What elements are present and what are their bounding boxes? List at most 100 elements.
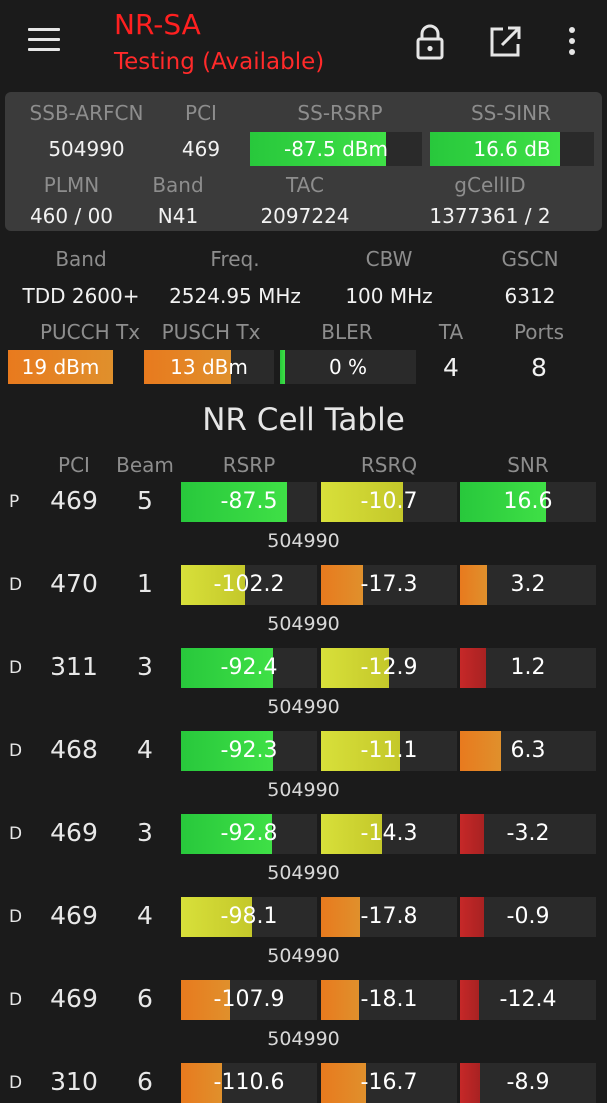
- cell-rsrq-value: -11.1: [360, 738, 418, 763]
- cell-beam: 3: [137, 818, 153, 847]
- cell-pci: 469: [50, 901, 98, 930]
- cell-type: D: [9, 907, 23, 927]
- cell-snr-value: -3.2: [506, 821, 550, 846]
- more-vert-icon[interactable]: [562, 24, 582, 60]
- pci-value: 469: [181, 137, 221, 161]
- pusch-fill: [144, 350, 232, 384]
- cell-type: P: [9, 492, 20, 512]
- plmn-label: PLMN: [43, 173, 100, 197]
- cell-rsrq-value: -17.8: [360, 904, 418, 929]
- cell-snr-bar: 3.2: [460, 565, 596, 605]
- cell-rsrp-fill: [181, 980, 230, 1020]
- cell-beam: 1: [137, 569, 153, 598]
- cell-rsrq-fill: [321, 648, 389, 688]
- ta-value: 4: [443, 353, 459, 382]
- cell-snr-bar: 1.2: [460, 648, 596, 688]
- freq-label: Freq.: [210, 247, 260, 271]
- cell-rsrq-bar: -12.9: [321, 648, 457, 688]
- cell-rsrp-bar: -98.1: [181, 897, 317, 937]
- cell-snr-fill: [460, 814, 485, 854]
- cell-arfcn: 504990: [267, 530, 340, 552]
- bler-label: BLER: [321, 320, 373, 344]
- cell-rsrq-fill: [321, 980, 360, 1020]
- cell-snr-bar: -3.2: [460, 814, 596, 854]
- app-title: NR-SA: [114, 8, 201, 41]
- pusch-bar: 13 dBm: [144, 350, 274, 384]
- cell-beam: 3: [137, 652, 153, 681]
- lock-icon[interactable]: [413, 24, 447, 60]
- cell-pci: 469: [50, 486, 98, 515]
- cell-snr-bar: -0.9: [460, 897, 596, 937]
- cell-snr-value: 1.2: [510, 655, 546, 680]
- cell-beam: 6: [137, 1067, 153, 1096]
- cell-rsrp-value: -98.1: [220, 904, 278, 929]
- ss-rsrp-bar: -87.5 dBm: [250, 132, 422, 166]
- cell-rsrq-bar: -10.7: [321, 482, 457, 522]
- pucch-label: PUCCH Tx: [39, 320, 141, 344]
- gscn-value: 6312: [504, 284, 556, 308]
- bler-bar: 0 %: [280, 350, 416, 384]
- cell-rsrp-value: -92.4: [220, 655, 278, 680]
- plmn-value: 460 / 00: [29, 204, 114, 228]
- ssb-arfcn-value: 504990: [48, 137, 125, 161]
- gcellid-value: 1377361 / 2: [429, 204, 551, 228]
- cell-type: D: [9, 990, 23, 1010]
- cell-rsrp-bar: -107.9: [181, 980, 317, 1020]
- gscn-label: GSCN: [501, 247, 559, 271]
- col-header-rsrp: RSRP: [222, 453, 276, 477]
- band-value: N41: [157, 204, 199, 228]
- ta-label: TA: [438, 320, 464, 344]
- band-detail-value: TDD 2600+: [22, 284, 140, 308]
- col-header-snr: SNR: [507, 453, 549, 477]
- col-header-beam: Beam: [116, 453, 174, 477]
- menu-icon[interactable]: [28, 28, 60, 54]
- cell-rsrq-value: -16.7: [360, 1070, 418, 1095]
- ss-sinr-label: SS-SINR: [470, 101, 552, 125]
- tac-value: 2097224: [260, 204, 350, 228]
- cbw-value: 100 MHz: [345, 284, 433, 308]
- freq-value: 2524.95 MHz: [169, 284, 301, 308]
- cell-type: D: [9, 575, 23, 595]
- ss-rsrp-value: -87.5 dBm: [283, 137, 388, 161]
- cell-rsrp-bar: -102.2: [181, 565, 317, 605]
- ss-sinr-value: 16.6 dB: [473, 137, 551, 161]
- open-external-icon[interactable]: [487, 24, 521, 60]
- pucch-fill: [8, 350, 113, 384]
- cell-snr-value: -8.9: [506, 1070, 550, 1095]
- cell-pci: 469: [50, 818, 98, 847]
- cell-beam: 6: [137, 984, 153, 1013]
- ports-value: 8: [531, 353, 547, 382]
- ss-sinr-bar: 16.6 dB: [430, 132, 594, 166]
- cell-rsrq-fill: [321, 482, 403, 522]
- cell-rsrp-fill: [181, 482, 288, 522]
- band-detail-label: Band: [55, 247, 107, 271]
- cell-rsrp-value: -107.9: [213, 987, 285, 1012]
- pucch-bar: 19 dBm: [8, 350, 113, 384]
- cell-pci: 468: [50, 735, 98, 764]
- cell-beam: 4: [137, 901, 153, 930]
- cell-type: D: [9, 741, 23, 761]
- cell-snr-value: 3.2: [510, 572, 546, 597]
- cell-snr-bar: -8.9: [460, 1063, 596, 1103]
- cell-rsrq-bar: -11.1: [321, 731, 457, 771]
- cell-rsrp-fill: [181, 814, 273, 854]
- cbw-label: CBW: [365, 247, 413, 271]
- cell-table-title: NR Cell Table: [202, 402, 405, 438]
- bler-value: 0 %: [328, 355, 368, 379]
- bler-fill: [280, 350, 286, 384]
- cell-rsrp-bar: -87.5: [181, 482, 317, 522]
- pusch-value: 13 dBm: [170, 355, 248, 379]
- cell-pci: 311: [50, 652, 98, 681]
- cell-rsrp-fill: [181, 565, 245, 605]
- cell-rsrp-bar: -92.8: [181, 814, 317, 854]
- cell-snr-value: -12.4: [499, 987, 557, 1012]
- cell-rsrq-value: -18.1: [360, 987, 418, 1012]
- cell-pci: 310: [50, 1067, 98, 1096]
- cell-snr-bar: 16.6: [460, 482, 596, 522]
- cell-rsrq-fill: [321, 565, 364, 605]
- ports-label: Ports: [513, 320, 565, 344]
- cell-type: D: [9, 824, 23, 844]
- cell-snr-fill: [460, 897, 485, 937]
- cell-rsrp-bar: -92.3: [181, 731, 317, 771]
- cell-beam: 5: [137, 486, 153, 515]
